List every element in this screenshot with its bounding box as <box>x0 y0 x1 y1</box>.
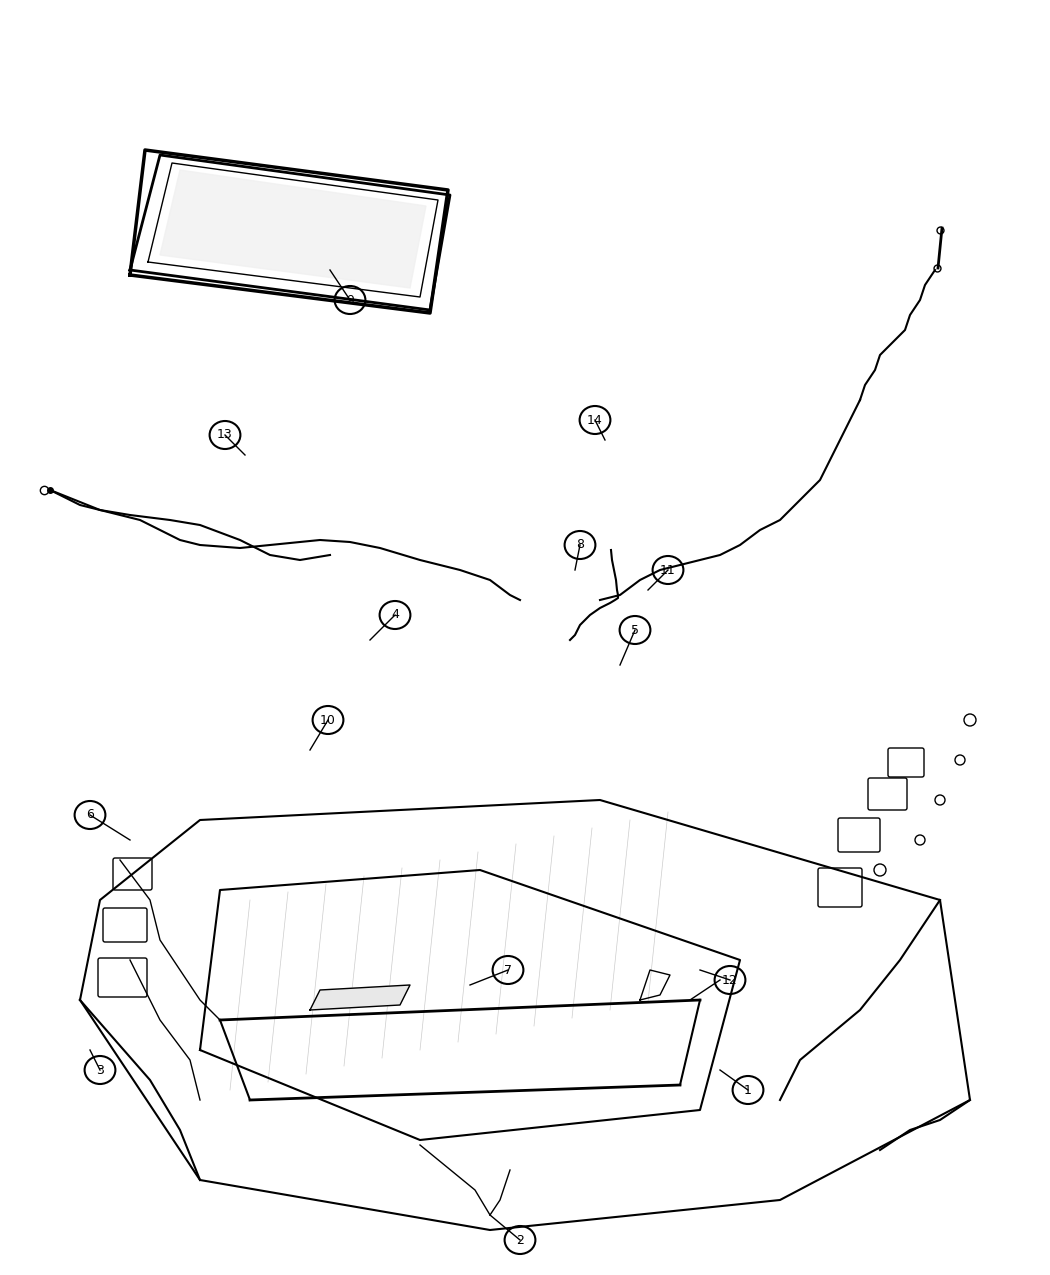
Text: 14: 14 <box>587 413 603 427</box>
Polygon shape <box>310 986 410 1010</box>
Text: 8: 8 <box>576 538 584 552</box>
Text: 10: 10 <box>320 714 336 727</box>
Text: 3: 3 <box>96 1063 104 1076</box>
Text: 6: 6 <box>86 808 93 821</box>
Text: 5: 5 <box>631 623 639 636</box>
Text: 12: 12 <box>722 974 738 987</box>
Text: 9: 9 <box>346 293 354 306</box>
Text: 1: 1 <box>744 1084 752 1096</box>
Text: 7: 7 <box>504 964 512 977</box>
Text: 11: 11 <box>660 564 676 576</box>
Text: 2: 2 <box>516 1233 524 1247</box>
Text: 13: 13 <box>217 428 233 441</box>
Polygon shape <box>160 170 426 288</box>
Text: 4: 4 <box>391 608 399 621</box>
